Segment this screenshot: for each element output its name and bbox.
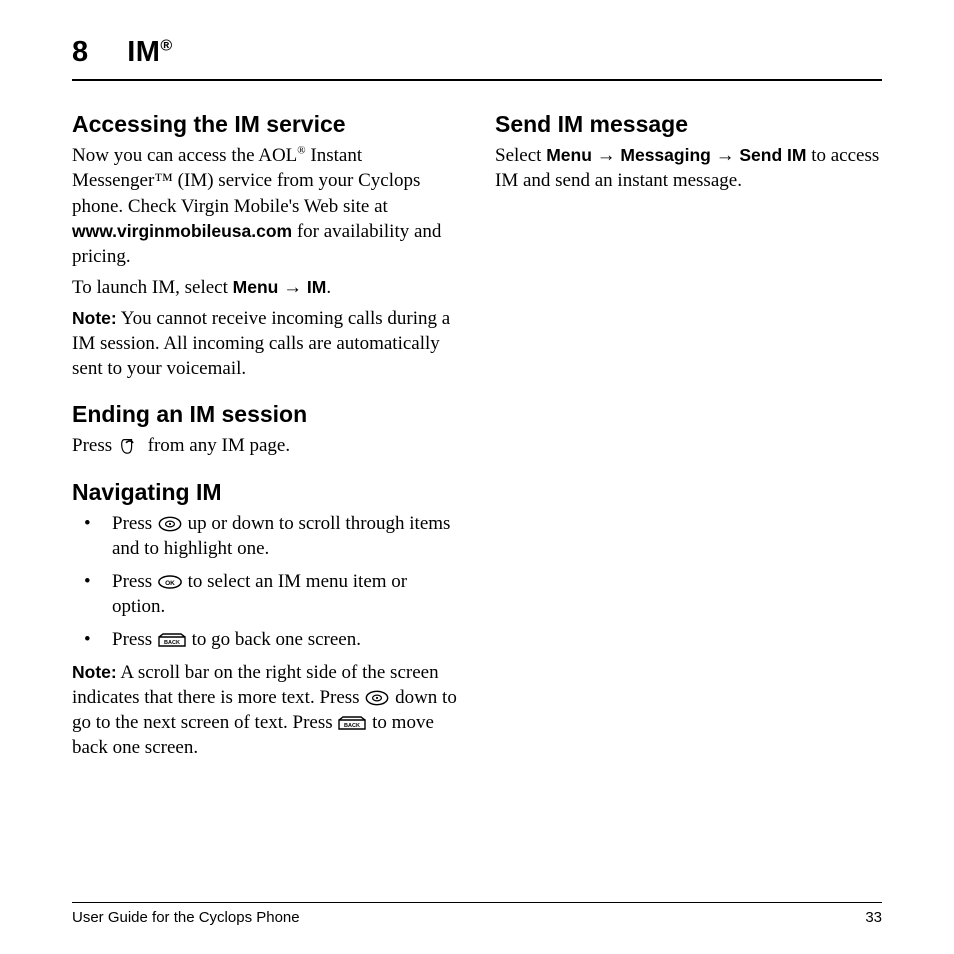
nav-ring-icon [157, 516, 183, 532]
heading-ending: Ending an IM session [72, 399, 459, 429]
page: 8 IM® Accessing the IM service Now you c… [0, 0, 954, 954]
note-label: Note: [72, 662, 117, 682]
note-navigating: Note: A scroll bar on the right side of … [72, 660, 459, 760]
ok-key-icon [157, 574, 183, 590]
list-item: Press to select an IM menu item or optio… [72, 569, 459, 619]
list-item: Press to go back one screen. [72, 627, 459, 652]
heading-accessing: Accessing the IM service [72, 109, 459, 139]
end-key-icon [117, 438, 143, 454]
chapter-number: 8 [72, 36, 89, 69]
para-ending: Press from any IM page. [72, 433, 459, 458]
note-accessing: Note: You cannot receive incoming calls … [72, 306, 459, 381]
footer-rule [72, 902, 882, 903]
url-text: www.virginmobileusa.com [72, 221, 292, 241]
nav-ring-icon [364, 690, 390, 706]
page-number: 33 [865, 909, 882, 926]
chapter-title: IM® [127, 36, 173, 68]
para-launch: To launch IM, select Menu → IM. [72, 275, 459, 300]
footer: User Guide for the Cyclops Phone 33 [72, 902, 882, 926]
heading-navigating: Navigating IM [72, 477, 459, 507]
chapter-rule [72, 79, 882, 81]
footer-left: User Guide for the Cyclops Phone [72, 909, 300, 926]
left-column: Accessing the IM service Now you can acc… [72, 109, 459, 767]
footer-row: User Guide for the Cyclops Phone 33 [72, 909, 882, 926]
nav-list: Press up or down to scroll through items… [72, 511, 459, 652]
heading-send-im: Send IM message [495, 109, 882, 139]
para-send-im: Select Menu → Messaging → Send IM to acc… [495, 143, 882, 193]
note-label: Note: [72, 308, 117, 328]
chapter-heading: 8 IM® [72, 36, 882, 77]
columns: Accessing the IM service Now you can acc… [72, 109, 882, 767]
back-key-icon [337, 715, 367, 731]
para-accessing-1: Now you can access the AOL® Instant Mess… [72, 143, 459, 268]
list-item: Press up or down to scroll through items… [72, 511, 459, 561]
right-column: Send IM message Select Menu → Messaging … [495, 109, 882, 767]
back-key-icon [157, 632, 187, 648]
